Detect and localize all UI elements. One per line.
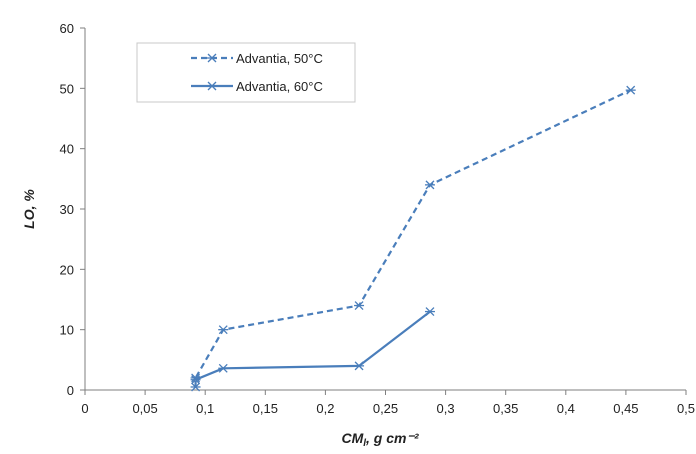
- series-1: [190, 85, 636, 392]
- x-tick-label: 0,3: [437, 401, 455, 416]
- series-layer: [190, 85, 636, 392]
- data-point: [190, 382, 201, 392]
- legend-label: Advantia, 50°C: [236, 51, 323, 66]
- data-point: [190, 375, 201, 385]
- x-tick-label: 0,5: [677, 401, 695, 416]
- x-tick-label: 0,35: [493, 401, 518, 416]
- x-tick-label: 0,4: [557, 401, 575, 416]
- x-tick-label: 0,15: [253, 401, 278, 416]
- y-axis-ticks: 0 10 20 30 40 50 60: [60, 21, 85, 398]
- legend-items: Advantia, 50°C Advantia, 60°C: [191, 51, 323, 94]
- y-tick-label: 20: [60, 262, 74, 277]
- series-line: [195, 310, 431, 381]
- y-tick-label: 40: [60, 142, 74, 157]
- data-point: [218, 325, 229, 335]
- data-point: [354, 361, 365, 371]
- legend-box: [136, 42, 356, 103]
- x-axis-title-main: CM: [341, 430, 363, 446]
- x-tick-label: 0,05: [132, 401, 157, 416]
- legend-marker: [207, 81, 217, 91]
- x-tick-label: 0,2: [316, 401, 334, 416]
- data-point: [625, 85, 636, 95]
- x-axis-title-unit: , g cm⁻²: [365, 430, 419, 446]
- x-tick-label: 0: [81, 401, 88, 416]
- data-point: [218, 363, 229, 373]
- y-tick-label: 10: [60, 323, 74, 338]
- x-tick-label: 0,1: [196, 401, 214, 416]
- data-point: [424, 307, 435, 317]
- x-axis-title: CMl, g cm⁻²: [341, 430, 418, 449]
- legend-label: Advantia, 60°C: [236, 79, 323, 94]
- legend-item: Advantia, 60°C: [191, 79, 323, 94]
- data-point: [424, 180, 435, 190]
- legend: Advantia, 50°C Advantia, 60°C: [136, 42, 356, 103]
- y-axis-title: LO, %: [21, 189, 37, 229]
- y-tick-label: 0: [67, 383, 74, 398]
- data-point: [354, 301, 365, 310]
- series-2: [190, 307, 435, 385]
- x-axis-ticks: 0 0,05 0,1 0,15 0,2 0,25 0,3 0,35 0,4 0,45 0,5: [81, 390, 695, 416]
- x-tick-label: 0,25: [373, 401, 398, 416]
- x-axis-title-subscript: l: [363, 438, 366, 449]
- series-line: [194, 89, 632, 387]
- y-tick-label: 30: [60, 202, 74, 217]
- legend-marker: [207, 53, 217, 63]
- y-tick-label: 50: [60, 81, 74, 96]
- legend-item: Advantia, 50°C: [191, 51, 323, 66]
- x-tick-label: 0,45: [613, 401, 638, 416]
- y-tick-label: 60: [60, 21, 74, 36]
